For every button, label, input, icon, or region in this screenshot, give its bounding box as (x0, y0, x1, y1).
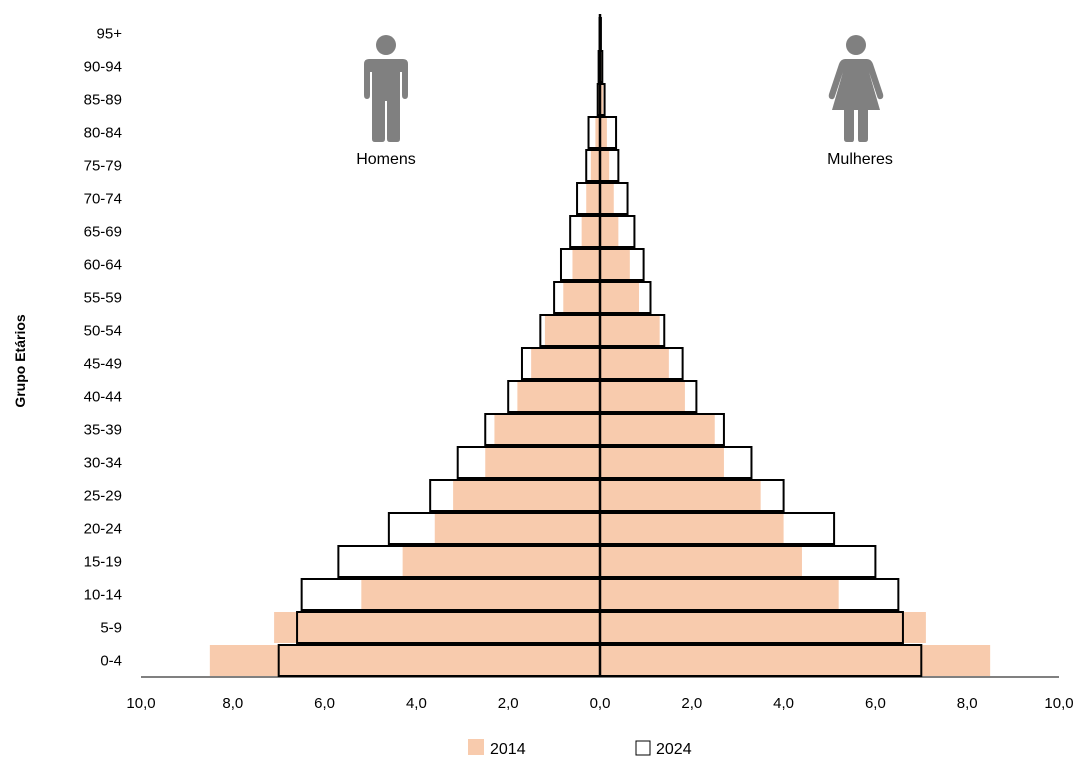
age-label-20-24: 20-24 (84, 521, 122, 538)
x-tick-label: 6,0 (865, 695, 886, 712)
bar-2014-women-65-69 (600, 216, 619, 247)
x-tick-label: 6,0 (314, 695, 335, 712)
legend-label-2014: 2014 (490, 741, 526, 758)
x-tick-label: 8,0 (957, 695, 978, 712)
x-tick-label: 10,0 (126, 695, 155, 712)
x-tick-label: 10,0 (1044, 695, 1073, 712)
x-tick-label: 2,0 (498, 695, 519, 712)
age-label-15-19: 15-19 (84, 554, 122, 571)
bar-2014-women-50-54 (600, 315, 660, 346)
x-tick-label: 4,0 (406, 695, 427, 712)
woman-icon-body (828, 59, 884, 142)
legend-label-2024: 2024 (656, 741, 692, 758)
bar-2014-men-20-24 (434, 513, 600, 544)
age-label-10-14: 10-14 (84, 587, 122, 604)
age-label-85-89: 85-89 (84, 92, 122, 109)
bar-2014-women-40-44 (600, 381, 685, 412)
bar-2014-women-35-39 (600, 414, 715, 445)
bar-2014-men-5-9 (274, 612, 600, 643)
bar-2014-men-35-39 (494, 414, 600, 445)
bar-2014-men-65-69 (581, 216, 600, 247)
age-label-75-79: 75-79 (84, 158, 122, 175)
age-label-5-9: 5-9 (100, 620, 122, 637)
age-label-65-69: 65-69 (84, 224, 122, 241)
bar-2014-women-25-29 (600, 480, 761, 511)
bar-2014-men-55-59 (563, 282, 600, 313)
bar-2014-men-30-34 (485, 447, 600, 478)
age-group-labels: 0-4 5-9 10-14 15-19 20-24 25-29 30-34 35-39 40-4… (84, 26, 123, 670)
bar-2014-men-45-49 (531, 348, 600, 379)
series-2014-bars (209, 18, 991, 676)
man-icon (364, 35, 408, 142)
age-label-60-64: 60-64 (84, 257, 122, 274)
age-label-0-4: 0-4 (100, 653, 122, 670)
legend-swatch-2014 (468, 739, 484, 755)
man-icon-head (376, 35, 396, 55)
bar-2014-men-60-64 (572, 249, 600, 280)
age-label-90-94: 90-94 (84, 59, 122, 76)
annotation-men: Homens (356, 151, 416, 168)
bar-2014-women-70-74 (600, 183, 614, 214)
x-tick-label: 0,0 (590, 695, 611, 712)
bar-2014-women-15-19 (600, 546, 802, 577)
annotation-women: Mulheres (827, 151, 893, 168)
bar-2014-men-75-79 (590, 150, 600, 181)
bar-2014-men-25-29 (453, 480, 600, 511)
y-axis-title: Grupo Etários (12, 314, 28, 408)
bar-2014-women-75-79 (600, 150, 610, 181)
bar-2014-men-50-54 (544, 315, 600, 346)
x-tick-label: 2,0 (681, 695, 702, 712)
bar-2014-women-5-9 (600, 612, 926, 643)
x-tick-label: 8,0 (222, 695, 243, 712)
age-label-80-84: 80-84 (84, 125, 122, 142)
age-label-50-54: 50-54 (84, 323, 122, 340)
bar-2014-women-85-89 (600, 84, 604, 115)
bar-2014-women-20-24 (600, 513, 784, 544)
bar-2014-men-15-19 (402, 546, 600, 577)
woman-icon-head (846, 35, 866, 55)
age-label-30-34: 30-34 (84, 455, 122, 472)
axes (141, 14, 1059, 678)
bar-2014-men-0-4 (209, 645, 600, 676)
bar-2014-men-70-74 (586, 183, 600, 214)
legend-swatch-2024 (635, 740, 651, 756)
bar-2014-women-0-4 (600, 645, 991, 676)
bar-2014-women-30-34 (600, 447, 724, 478)
age-label-95+: 95+ (97, 26, 123, 43)
age-label-45-49: 45-49 (84, 356, 122, 373)
age-label-25-29: 25-29 (84, 488, 122, 505)
bar-2014-men-80-84 (595, 117, 600, 148)
bar-2014-women-80-84 (600, 117, 607, 148)
age-label-55-59: 55-59 (84, 290, 122, 307)
bar-2014-men-10-14 (361, 579, 600, 610)
bar-2014-women-10-14 (600, 579, 839, 610)
bar-2014-men-40-44 (517, 381, 600, 412)
legend: 2014 2024 (468, 739, 692, 758)
age-label-35-39: 35-39 (84, 422, 122, 439)
age-label-70-74: 70-74 (84, 191, 122, 208)
bar-2014-women-60-64 (600, 249, 630, 280)
bar-2014-women-55-59 (600, 282, 640, 313)
woman-icon (828, 35, 884, 142)
x-tick-label: 4,0 (773, 695, 794, 712)
age-label-40-44: 40-44 (84, 389, 122, 406)
bar-2014-women-45-49 (600, 348, 669, 379)
x-tick-labels: 10,0 8,0 6,0 4,0 2,0 0,0 2,0 4,0 6,0 8,0 10,0 (126, 695, 1073, 712)
man-icon-body (364, 59, 408, 142)
